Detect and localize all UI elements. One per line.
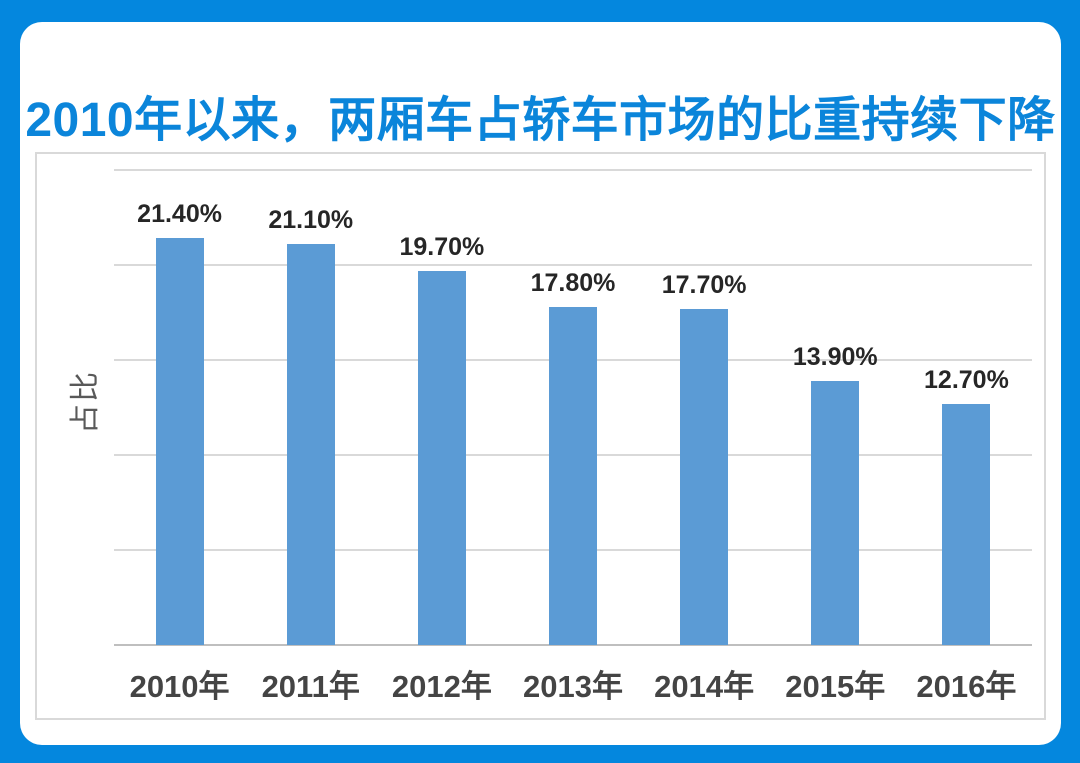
bar-value-label: 21.10%: [268, 206, 354, 235]
gridline: [114, 264, 1032, 266]
bar-group: 21.10% 2011年: [245, 170, 376, 704]
x-axis-label: 2016年: [916, 669, 1017, 704]
bar: [548, 306, 597, 645]
bar-value-label: 19.70%: [399, 232, 485, 261]
x-axis-baseline: [114, 644, 1032, 646]
x-axis-label: 2015年: [785, 669, 886, 704]
bar-value-label: 17.70%: [661, 270, 747, 299]
x-axis-label: 2010年: [129, 669, 230, 704]
bar-group: 21.40% 2010年: [114, 170, 245, 704]
bar-group: 13.90% 2015年: [770, 170, 901, 704]
chart-panel: 占比 21.40% 2010年 21.10% 2011年 19.70% 2012年 17.8…: [35, 152, 1046, 720]
bar: [811, 380, 860, 645]
bar-value-label: 12.70%: [924, 365, 1009, 394]
bar: [417, 270, 466, 645]
bar-value-label: 13.90%: [792, 342, 878, 371]
content-card: 2010年以来，两厢车占轿车市场的比重持续下降 占比 21.40% 2010年 21…: [20, 22, 1061, 745]
x-axis-label: 2013年: [523, 669, 623, 704]
gridline: [114, 169, 1032, 171]
x-axis-label: 2011年: [261, 669, 360, 704]
bar: [155, 238, 204, 645]
y-axis-title: 占比: [69, 370, 102, 434]
x-axis-label: 2014年: [654, 669, 755, 704]
bar-group: 17.80% 2013年: [507, 170, 638, 704]
x-axis-label: 2012年: [391, 669, 492, 704]
bar-group: 19.70% 2012年: [376, 170, 507, 704]
bar-group: 17.70% 2014年: [639, 170, 770, 704]
bar: [680, 308, 729, 645]
chart-title: 2010年以来，两厢车占轿车市场的比重持续下降: [25, 94, 1056, 147]
bar-value-label: 17.80%: [530, 268, 616, 297]
bar-value-label: 21.40%: [137, 200, 222, 229]
bar: [942, 403, 991, 645]
plot-area: 21.40% 2010年 21.10% 2011年 19.70% 2012年 17.80% 2…: [114, 169, 1032, 704]
bar: [286, 244, 335, 645]
bar-group: 12.70% 2016年: [901, 170, 1032, 704]
